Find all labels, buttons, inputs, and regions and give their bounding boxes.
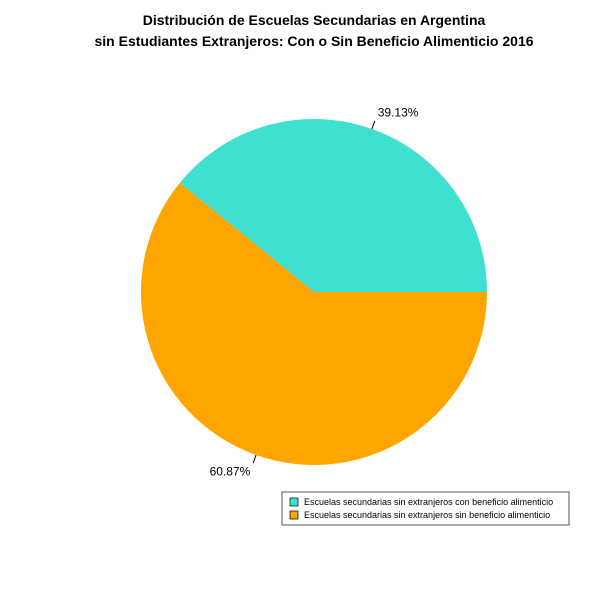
legend: Escuelas secundarias sin extranjeros con… — [281, 491, 570, 526]
legend-label-con-beneficio: Escuelas secundarias sin extranjeros con… — [304, 497, 553, 507]
pie-slice-1 — [141, 182, 487, 465]
slice-label-0: 39.13% — [378, 106, 419, 120]
legend-label-sin-beneficio: Escuelas secundarias sin extranjeros sin… — [304, 510, 550, 520]
slice-label-tick-0 — [371, 120, 376, 130]
legend-swatch-con-beneficio — [289, 497, 299, 507]
chart-title-line-2: sin Estudiantes Extranjeros: Con o Sin B… — [94, 33, 533, 49]
slice-label-tick-1 — [252, 454, 257, 464]
slice-labels: 39.13% 60.87% — [210, 106, 419, 479]
legend-box — [281, 491, 570, 526]
chart-title-line-1: Distribución de Escuelas Secundarias en … — [143, 12, 486, 28]
legend-swatch-sin-beneficio — [289, 510, 299, 520]
pie-slices — [141, 118, 488, 465]
pie-slice-0 — [179, 118, 488, 292]
slice-label-1: 60.87% — [210, 464, 251, 478]
